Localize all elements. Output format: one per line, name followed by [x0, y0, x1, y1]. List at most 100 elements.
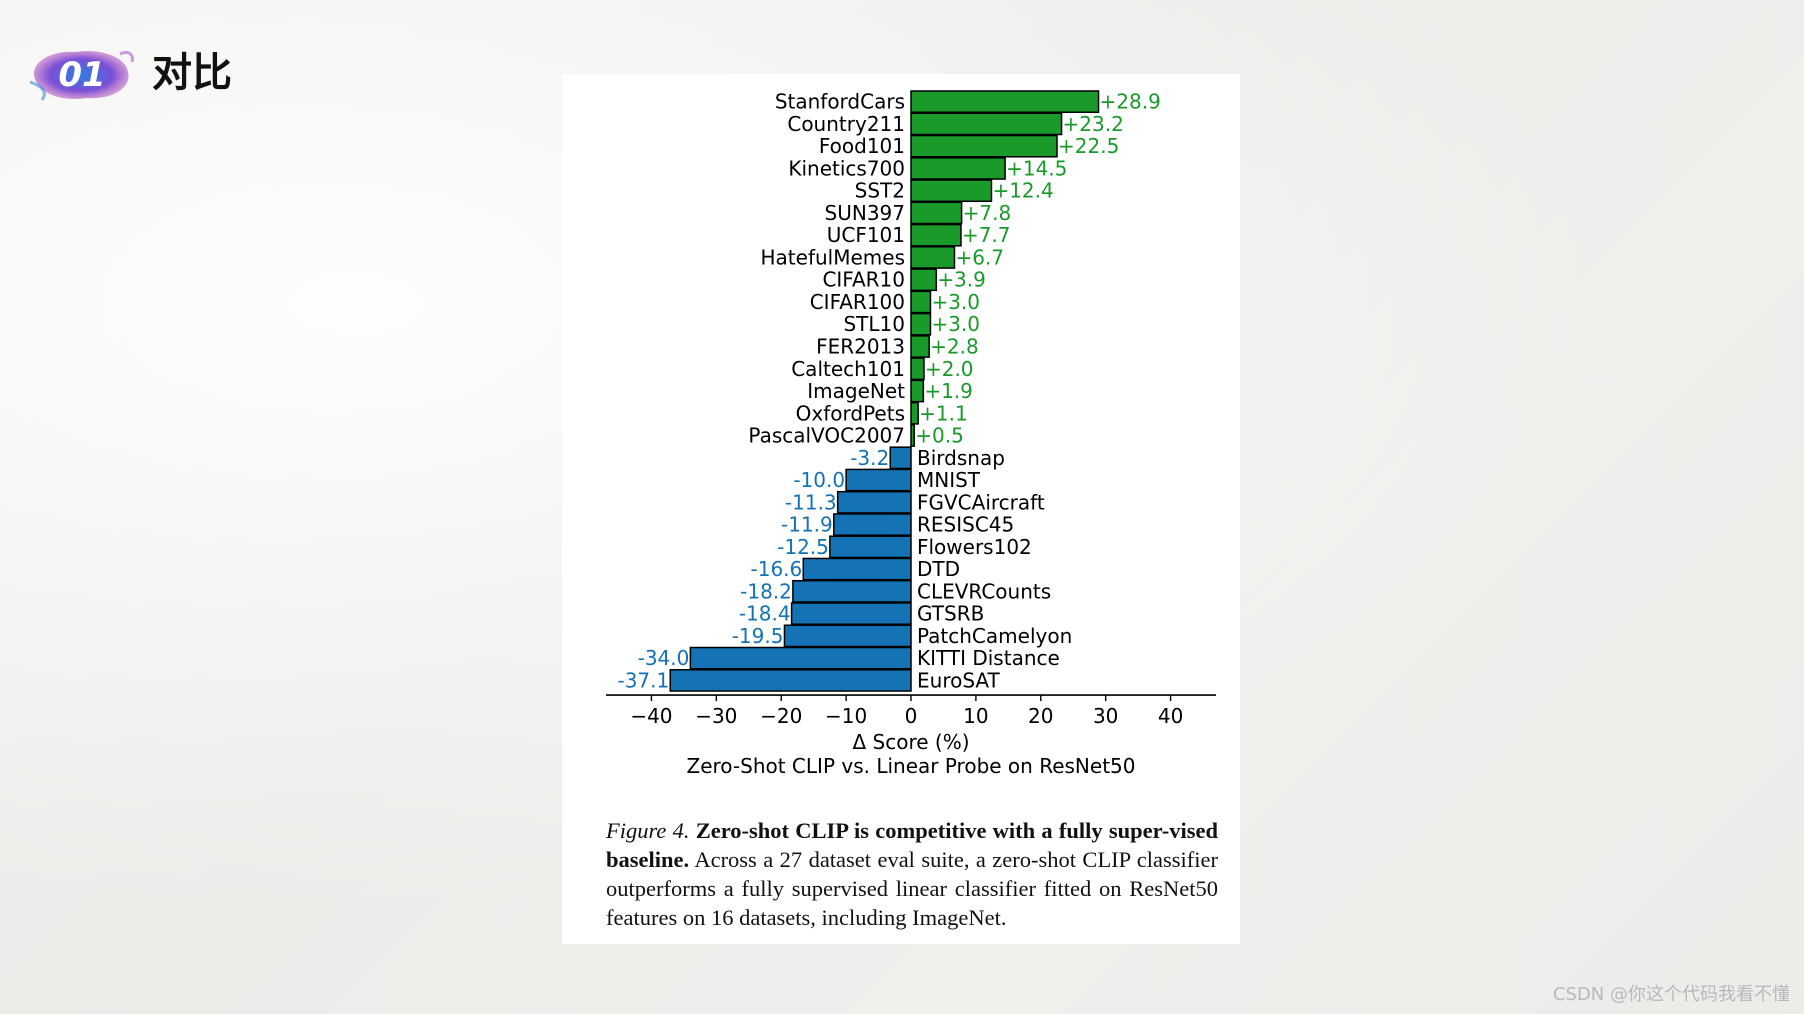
figure-caption: Figure 4. Zero-shot CLIP is competitive … — [606, 816, 1218, 932]
bar — [669, 669, 912, 692]
bar — [910, 335, 930, 358]
value-label: -3.2 — [850, 446, 889, 470]
x-tick-label: 40 — [1158, 704, 1183, 728]
value-label: +14.5 — [1006, 156, 1067, 180]
value-label: -18.2 — [740, 579, 792, 603]
value-label: +3.0 — [931, 290, 980, 314]
bar — [889, 446, 912, 470]
bar — [790, 602, 912, 625]
value-label: -18.4 — [739, 602, 791, 626]
bar — [845, 468, 912, 492]
value-label: +1.9 — [924, 379, 973, 403]
category-label: UCF101 — [827, 223, 905, 247]
x-tick-label: 30 — [1093, 704, 1118, 728]
bar — [910, 357, 925, 381]
value-label: +28.9 — [1100, 90, 1161, 114]
value-label: -10.0 — [793, 468, 845, 492]
bar — [910, 401, 919, 425]
value-label: -12.5 — [777, 535, 829, 559]
bar — [910, 223, 962, 247]
x-tick-label: −30 — [695, 704, 737, 728]
value-label: +0.5 — [915, 424, 964, 448]
bar — [783, 624, 912, 648]
value-label: -11.9 — [781, 513, 833, 537]
value-label: +7.7 — [962, 223, 1011, 247]
bar — [910, 157, 1006, 180]
value-label: -34.0 — [638, 646, 690, 670]
bar — [792, 579, 912, 603]
bar — [910, 134, 1058, 158]
category-label: SST2 — [855, 179, 905, 203]
category-label: Flowers102 — [917, 535, 1032, 559]
category-label: CLEVRCounts — [917, 579, 1051, 603]
category-label: RESISC45 — [917, 513, 1014, 537]
category-label: FER2013 — [816, 334, 905, 358]
figure-panel: StanfordCars +28.9 Country211 +23.2 Food101 +… — [562, 74, 1240, 944]
x-axis-label: Δ Score (%) — [852, 730, 969, 754]
badge-logo: 01 — [29, 50, 134, 101]
category-label: KITTI Distance — [917, 646, 1060, 670]
x-tick-label: −40 — [630, 704, 672, 728]
category-label: PascalVOC2007 — [748, 424, 905, 448]
category-label: Country211 — [787, 112, 905, 136]
bar — [833, 513, 912, 536]
caption-bold: Zero-shot CLIP is competitive with a ful… — [606, 818, 1218, 872]
bar — [910, 268, 938, 292]
category-label: Birdsnap — [917, 446, 1005, 470]
category-label: MNIST — [917, 468, 981, 492]
category-label: OxfordPets — [796, 401, 905, 425]
category-label: Food101 — [819, 134, 905, 158]
category-label: GTSRB — [917, 602, 984, 626]
value-label: +3.9 — [937, 268, 986, 292]
value-label: +7.8 — [963, 201, 1012, 225]
bar — [910, 290, 932, 314]
x-tick-label: 0 — [905, 704, 918, 728]
category-label: PatchCamelyon — [917, 624, 1072, 648]
x-tick-label: −10 — [825, 704, 867, 728]
value-label: +22.5 — [1058, 134, 1119, 158]
bar — [910, 379, 925, 403]
bar — [910, 90, 1100, 114]
bar — [836, 490, 912, 514]
bar — [910, 246, 956, 269]
bar — [910, 424, 915, 447]
bar — [829, 535, 912, 559]
value-label: +23.2 — [1063, 112, 1124, 136]
value-label: +2.0 — [925, 357, 974, 381]
watermark: CSDN @你这个代码我看不懂 — [1552, 984, 1790, 1005]
x-tick-label: −20 — [760, 704, 802, 728]
bar — [910, 201, 963, 225]
value-label: -16.6 — [751, 557, 803, 581]
category-label: CIFAR10 — [822, 268, 905, 292]
category-label: ImageNet — [807, 379, 905, 403]
bar-chart: StanfordCars +28.9 Country211 +23.2 Food101 +… — [606, 90, 1216, 778]
category-label: SUN397 — [825, 201, 905, 225]
category-label: EuroSAT — [917, 668, 1001, 692]
value-label: +1.1 — [919, 401, 968, 425]
category-label: StanfordCars — [775, 90, 905, 114]
value-label: -19.5 — [732, 624, 784, 648]
value-label: +3.0 — [931, 312, 980, 336]
category-label: FGVCAircraft — [917, 490, 1045, 514]
x-tick-label: 10 — [963, 704, 988, 728]
bar — [910, 312, 932, 336]
bar — [910, 179, 993, 203]
chart-title: Zero-Shot CLIP vs. Linear Probe on ResNe… — [687, 754, 1136, 778]
bar — [689, 646, 912, 670]
bar — [802, 557, 912, 581]
caption-text: Across a 27 dataset eval suite, a zero-s… — [606, 847, 1218, 930]
category-label: DTD — [917, 557, 960, 581]
bar — [910, 112, 1063, 136]
value-label: +2.8 — [930, 334, 979, 358]
value-label: -11.3 — [785, 490, 837, 514]
slide-title: 对比 — [152, 50, 232, 96]
value-label: +12.4 — [992, 179, 1053, 203]
category-label: HatefulMemes — [761, 245, 905, 269]
x-tick-label: 20 — [1028, 704, 1053, 728]
category-label: STL10 — [843, 312, 905, 336]
category-label: CIFAR100 — [810, 290, 905, 314]
value-label: +6.7 — [955, 245, 1004, 269]
caption-label: Figure 4. — [606, 818, 690, 843]
category-label: Caltech101 — [791, 357, 905, 381]
category-label: Kinetics700 — [788, 156, 905, 180]
